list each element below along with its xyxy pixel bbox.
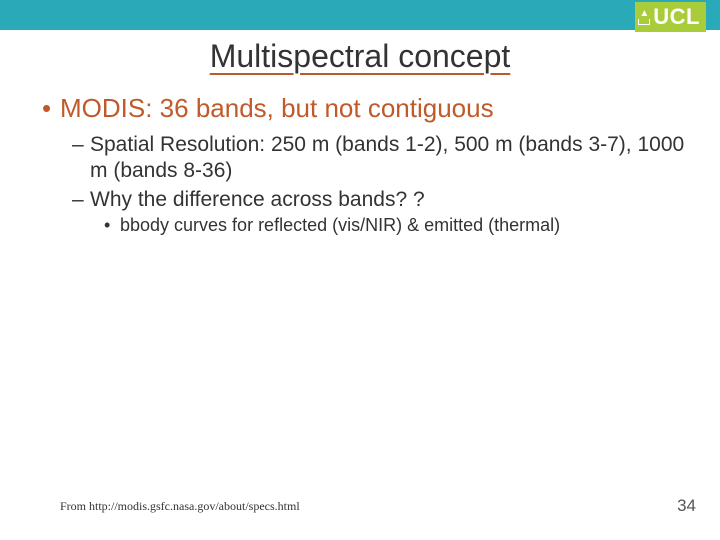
page-number: 34: [677, 496, 696, 516]
bullet-text: Spatial Resolution: 250 m (bands 1-2), 5…: [90, 133, 684, 182]
dome-icon: ▲: [637, 8, 651, 26]
slide-title: Multispectral concept: [0, 38, 720, 75]
ucl-logo: ▲ UCL: [635, 2, 706, 32]
bullet-level2-resolution: –Spatial Resolution: 250 m (bands 1-2), …: [42, 132, 692, 185]
footer-source: From http://modis.gsfc.nasa.gov/about/sp…: [60, 499, 300, 514]
bullet-level2-why: –Why the difference across bands? ?: [42, 187, 692, 213]
content-area: MODIS: 36 bands, but not contiguous –Spa…: [0, 75, 720, 236]
bullet-text: Why the difference across bands? ?: [90, 188, 425, 211]
header-bar: ▲ UCL: [0, 0, 720, 30]
bullet-level1: MODIS: 36 bands, but not contiguous: [42, 93, 692, 124]
logo-area: ▲ UCL: [635, 2, 706, 32]
bullet-level3: bbody curves for reflected (vis/NIR) & e…: [42, 215, 692, 236]
logo-text: UCL: [653, 4, 700, 30]
